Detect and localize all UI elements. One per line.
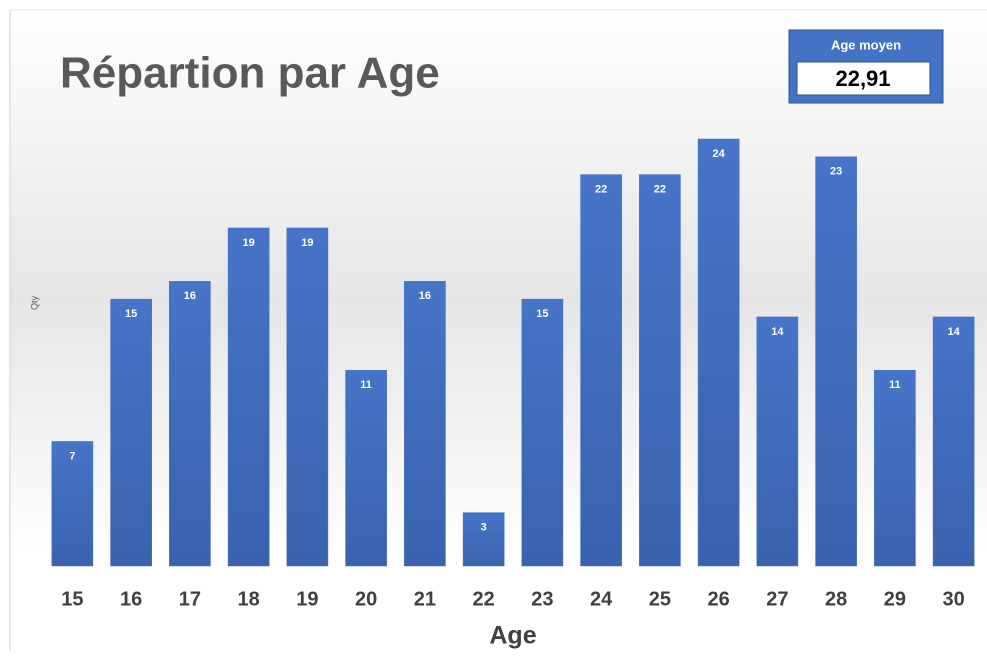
- bar: [932, 316, 975, 567]
- x-tick-label: 17: [179, 588, 201, 610]
- annotation-label: Age moyen: [831, 37, 901, 52]
- data-label: 22: [595, 183, 607, 195]
- x-tick-label: 16: [120, 588, 142, 610]
- x-tick-label: 15: [61, 588, 83, 610]
- y-axis-label: Qty: [29, 296, 39, 311]
- annotation-value: 22,91: [835, 66, 890, 91]
- data-label: 16: [419, 290, 431, 302]
- bar: [521, 298, 564, 567]
- annotation-value-box: [796, 61, 931, 96]
- bar: [874, 370, 916, 567]
- bar: [345, 370, 387, 567]
- data-label: 16: [184, 290, 196, 302]
- bar: [756, 316, 799, 567]
- bar: [169, 281, 211, 567]
- data-label: 19: [243, 237, 255, 249]
- x-tick-label: 27: [766, 588, 788, 610]
- bar: [815, 156, 857, 567]
- data-label: 14: [948, 326, 961, 338]
- data-label: 14: [771, 326, 784, 338]
- data-label: 23: [830, 166, 842, 178]
- bar: [286, 227, 329, 567]
- x-tick-label: 26: [708, 588, 730, 610]
- bar: [404, 281, 446, 567]
- bar: [462, 512, 505, 567]
- x-tick-label: 24: [590, 588, 613, 610]
- x-tick-label: 18: [238, 588, 260, 610]
- data-label: 24: [713, 148, 726, 160]
- data-label: 15: [125, 308, 137, 320]
- x-tick-label: 25: [649, 588, 671, 610]
- bar: [227, 227, 270, 567]
- data-label: 11: [360, 379, 372, 391]
- x-axis-label: Age: [489, 622, 536, 650]
- data-label: 19: [301, 237, 313, 249]
- x-tick-label: 29: [884, 588, 906, 610]
- bar: [51, 441, 94, 567]
- x-tick-label: 23: [531, 588, 553, 610]
- data-label: 22: [654, 183, 666, 195]
- x-tick-label: 21: [414, 588, 436, 610]
- data-label: 3: [481, 522, 487, 534]
- x-tick-label: 28: [825, 588, 847, 610]
- x-tick-label: 30: [943, 588, 965, 610]
- data-label: 11: [889, 379, 901, 391]
- bar: [639, 174, 681, 567]
- chart-title: Répartion par Age: [60, 49, 440, 98]
- data-label: 15: [536, 308, 548, 320]
- x-tick-label: 20: [355, 588, 377, 610]
- bar: [697, 138, 740, 567]
- bar: [580, 174, 622, 567]
- data-label: 7: [69, 450, 75, 462]
- x-tick-label: 22: [473, 588, 495, 610]
- x-tick-label: 19: [296, 588, 318, 610]
- bar: [110, 298, 152, 567]
